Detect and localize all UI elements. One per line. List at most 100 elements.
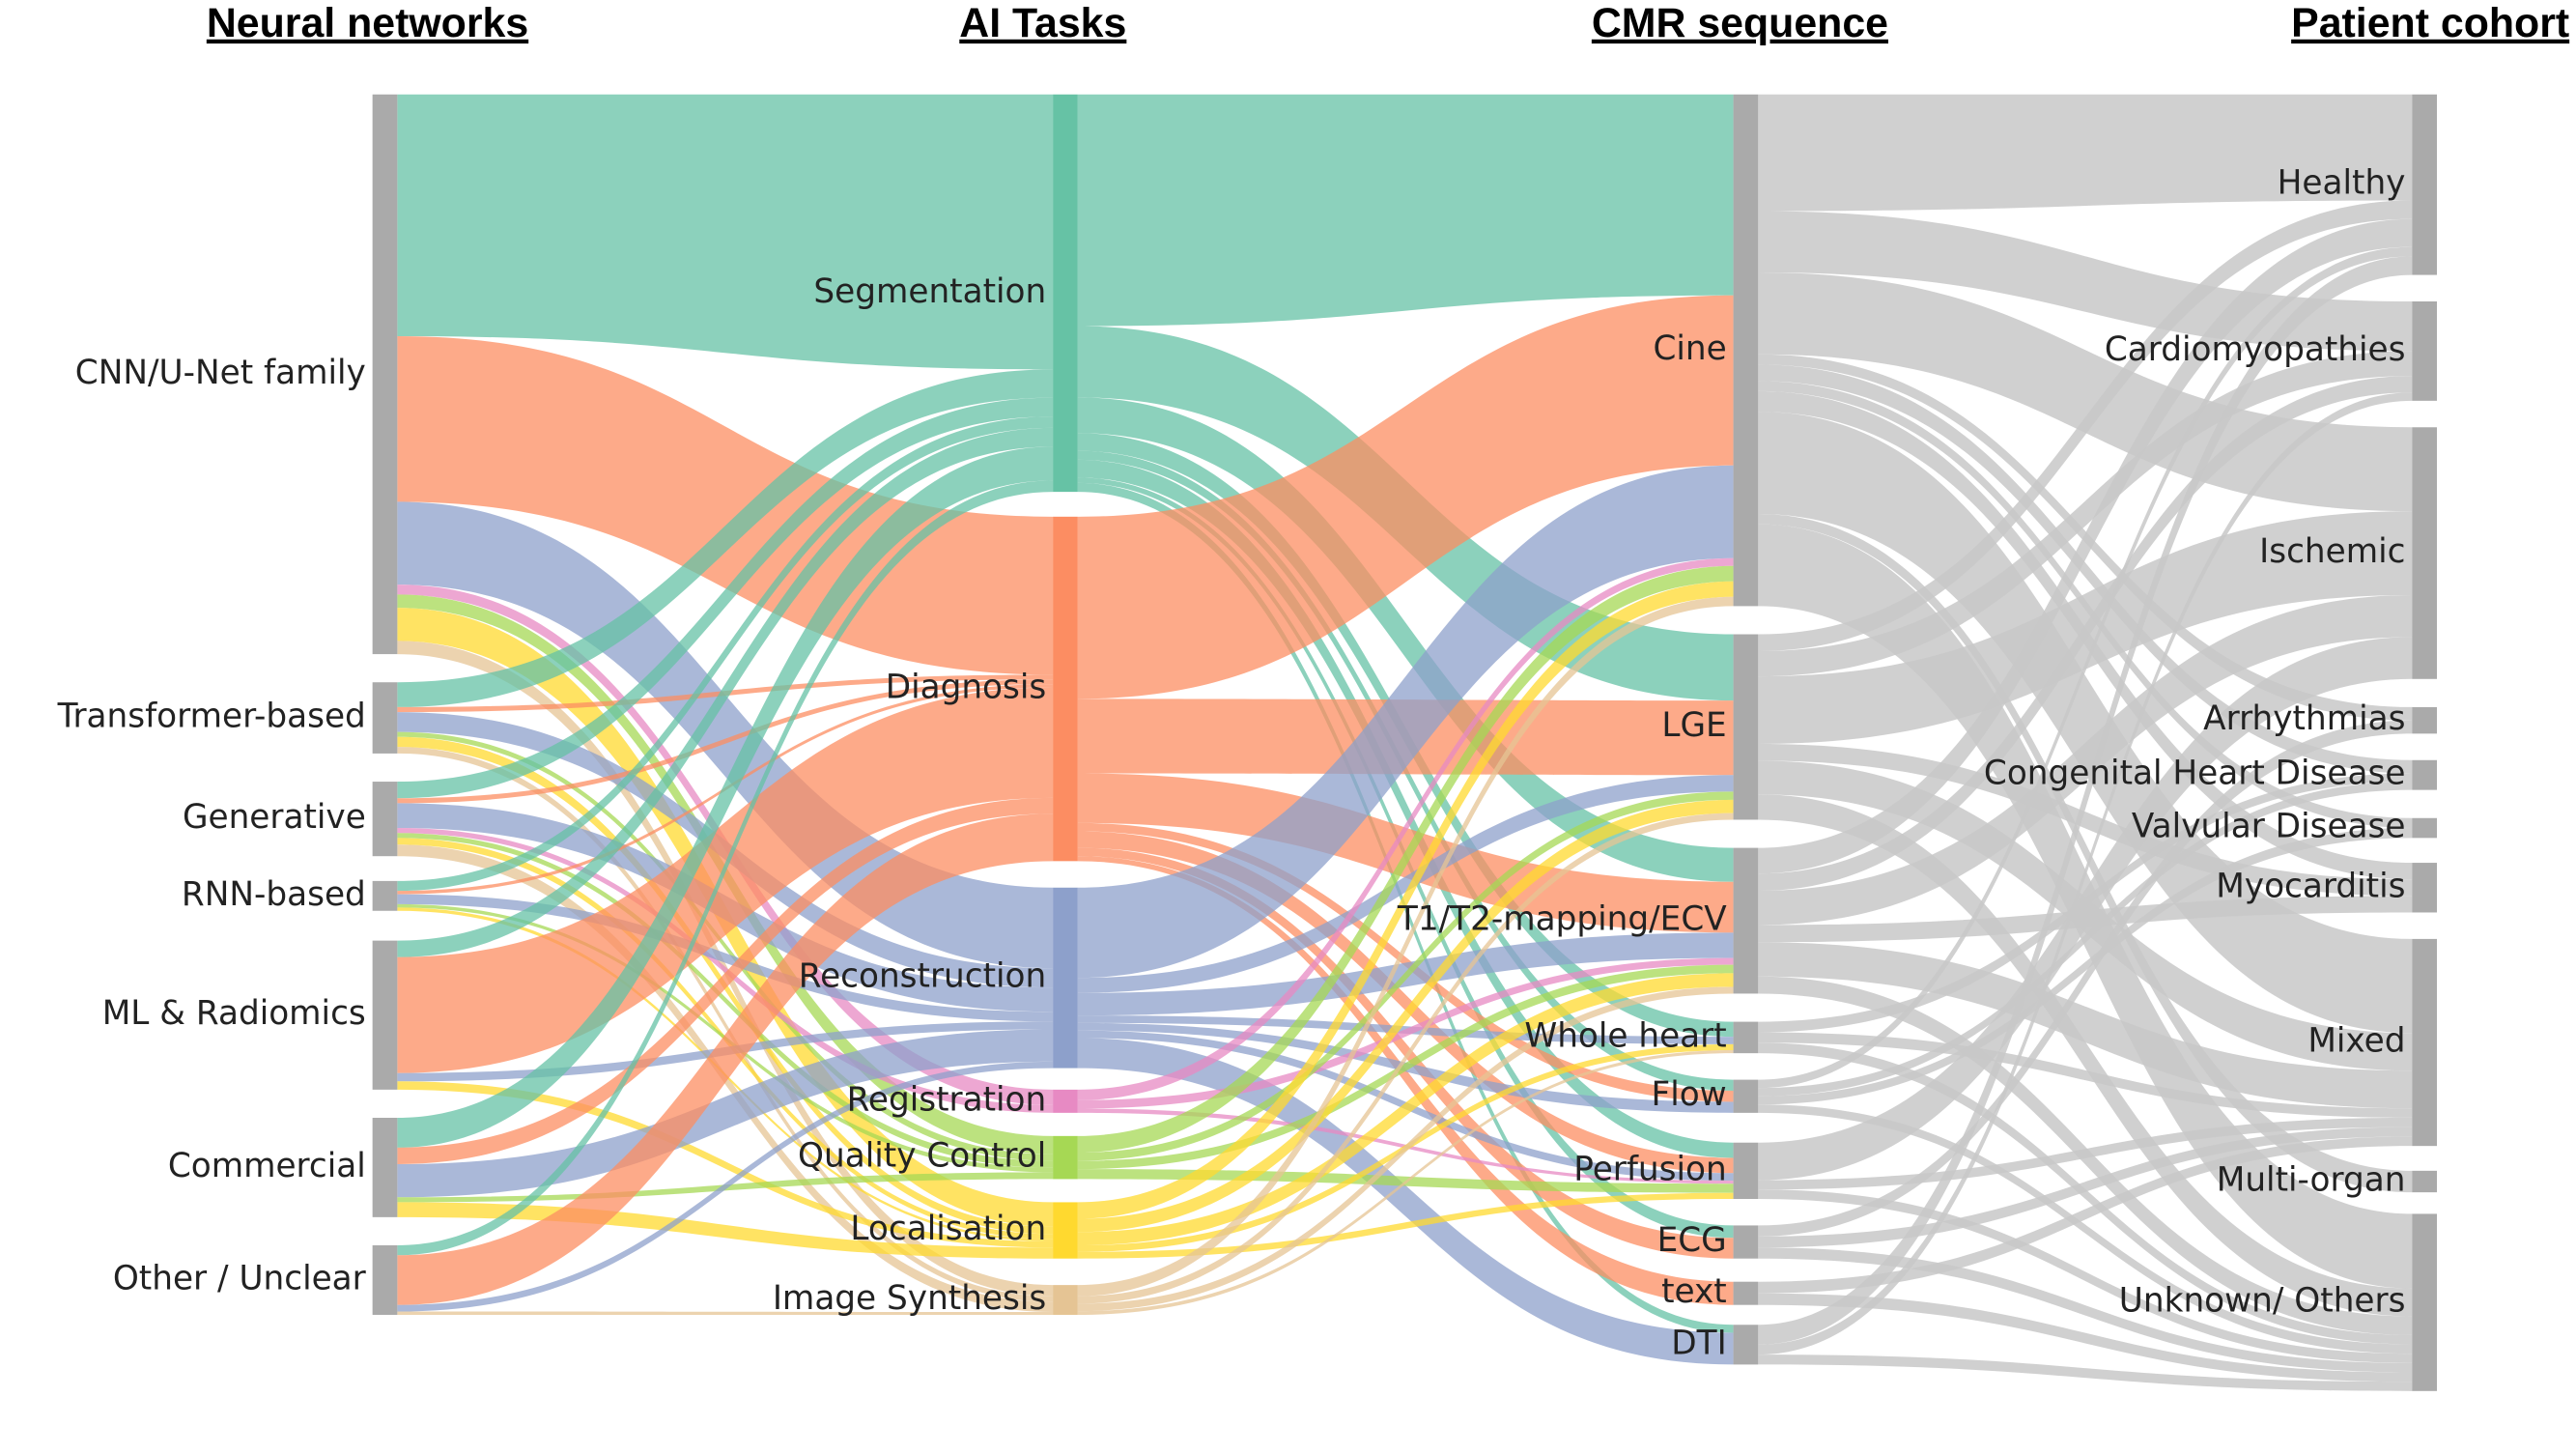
node-bar — [372, 1244, 398, 1315]
flow-link — [1077, 459, 1734, 1158]
flow-link — [397, 813, 1054, 1305]
node-label: ML & Radiomics — [102, 994, 366, 1033]
node-label: Registration — [847, 1080, 1047, 1119]
flow-link — [1758, 1136, 2413, 1294]
flow-link — [397, 1029, 1054, 1198]
node-bar — [1733, 634, 1759, 820]
flow-link — [397, 369, 1054, 707]
flow-link — [397, 335, 1054, 675]
node-label: Perfusion — [1573, 1150, 1726, 1188]
flow-link — [1758, 942, 2413, 1109]
node-bar — [2412, 1213, 2438, 1391]
flow-link — [397, 894, 1054, 1022]
flow-link — [1758, 1032, 2413, 1118]
node-bar — [2412, 1170, 2438, 1193]
flow-link — [1758, 364, 2413, 774]
flow-link — [1077, 856, 1734, 1305]
node-bar — [1053, 1202, 1078, 1259]
node-bar — [372, 682, 398, 754]
flow-link — [397, 446, 1054, 1148]
flow-link — [397, 797, 1054, 1164]
flow-link — [1077, 581, 1734, 1219]
node-bar — [372, 94, 398, 655]
node-bar — [372, 940, 398, 1090]
flow-link — [397, 1311, 1054, 1315]
node-bar — [1733, 1079, 1759, 1113]
flow-link — [1758, 1189, 2413, 1363]
node-label: Whole heart — [1524, 1016, 1726, 1055]
flow-link — [397, 416, 1054, 892]
flow-link — [397, 480, 1054, 1256]
flow-link — [1758, 200, 2413, 651]
flow-link — [1758, 1247, 2413, 1373]
node-bar — [1733, 847, 1759, 994]
flow-link — [397, 731, 1054, 1161]
flow-link — [1077, 482, 1734, 1333]
node-bar — [2412, 863, 2438, 913]
node-label: Healthy — [2278, 164, 2406, 203]
flow-link — [1077, 831, 1734, 1174]
flow-link — [1077, 847, 1734, 1259]
flow-link — [1077, 1050, 1734, 1315]
node-label: Other / Unclear — [113, 1259, 367, 1297]
flow-link — [1758, 1104, 2413, 1354]
node-bar — [1053, 1135, 1078, 1180]
node-label: Segmentation — [813, 272, 1046, 311]
flow-link — [1077, 822, 1734, 1102]
flow-link — [1758, 272, 2413, 512]
node-label: Localisation — [850, 1210, 1046, 1248]
node-label: Myocarditis — [2216, 867, 2405, 905]
flow-link — [1758, 412, 2413, 1034]
flow-link — [1758, 1354, 2413, 1391]
node-label: Arrhythmias — [2203, 699, 2405, 738]
flow-link — [1758, 256, 2413, 1345]
node-label: CNN/U-Net family — [75, 354, 366, 392]
flow-link — [1077, 799, 1734, 1233]
flow-link — [397, 501, 1054, 969]
flow-link — [1758, 376, 2413, 891]
flow-link — [397, 1081, 1054, 1248]
flow-link — [1758, 743, 2413, 897]
flow-link — [1077, 295, 1734, 699]
flow-link — [1758, 637, 2413, 1181]
flow-link — [1758, 514, 2413, 1193]
node-bar — [2412, 759, 2438, 790]
nodes: Neural networks CNN/U-Net family Transform… — [57, 0, 2569, 1391]
flow-link — [1077, 1038, 1734, 1365]
flow-link — [1077, 596, 1734, 1297]
node-label: ECG — [1657, 1221, 1727, 1260]
flow-link — [1758, 794, 2413, 1317]
flow-link — [397, 747, 1054, 1302]
flow-link — [1758, 1117, 2413, 1190]
flow-link — [1758, 392, 2413, 1355]
flow-link — [397, 833, 1054, 1168]
node-label: Generative — [183, 798, 366, 837]
flow-link — [397, 1061, 1054, 1312]
node-bar — [1733, 1225, 1759, 1259]
node-label: RNN-based — [182, 875, 366, 914]
flow-link — [1758, 594, 2413, 926]
column-header: Neural networks — [207, 0, 528, 46]
node-bar — [372, 1118, 398, 1217]
flow-link — [1758, 211, 2413, 352]
flow-link — [1077, 565, 1734, 1154]
node-label: Diagnosis — [886, 669, 1047, 707]
node-bar — [2412, 300, 2438, 401]
node-label: Commercial — [168, 1147, 366, 1185]
node-label: text — [1661, 1272, 1727, 1311]
node-bar — [2412, 427, 2438, 679]
node-label: Congenital Heart Disease — [1984, 755, 2406, 793]
node-bar — [1733, 1281, 1759, 1305]
node-label: Multi-organ — [2217, 1160, 2406, 1199]
node-bar — [372, 880, 398, 911]
node-label: Unknown/ Others — [2119, 1282, 2406, 1321]
node-bar — [1733, 94, 1759, 607]
node-label: Quality Control — [798, 1137, 1046, 1176]
node-bar — [1053, 94, 1078, 493]
column-header: Patient cohort — [2291, 0, 2569, 46]
links — [397, 94, 2413, 1391]
flow-link — [1758, 828, 2413, 1105]
node-bar — [1733, 1325, 1759, 1365]
flow-link — [1758, 720, 2413, 1237]
